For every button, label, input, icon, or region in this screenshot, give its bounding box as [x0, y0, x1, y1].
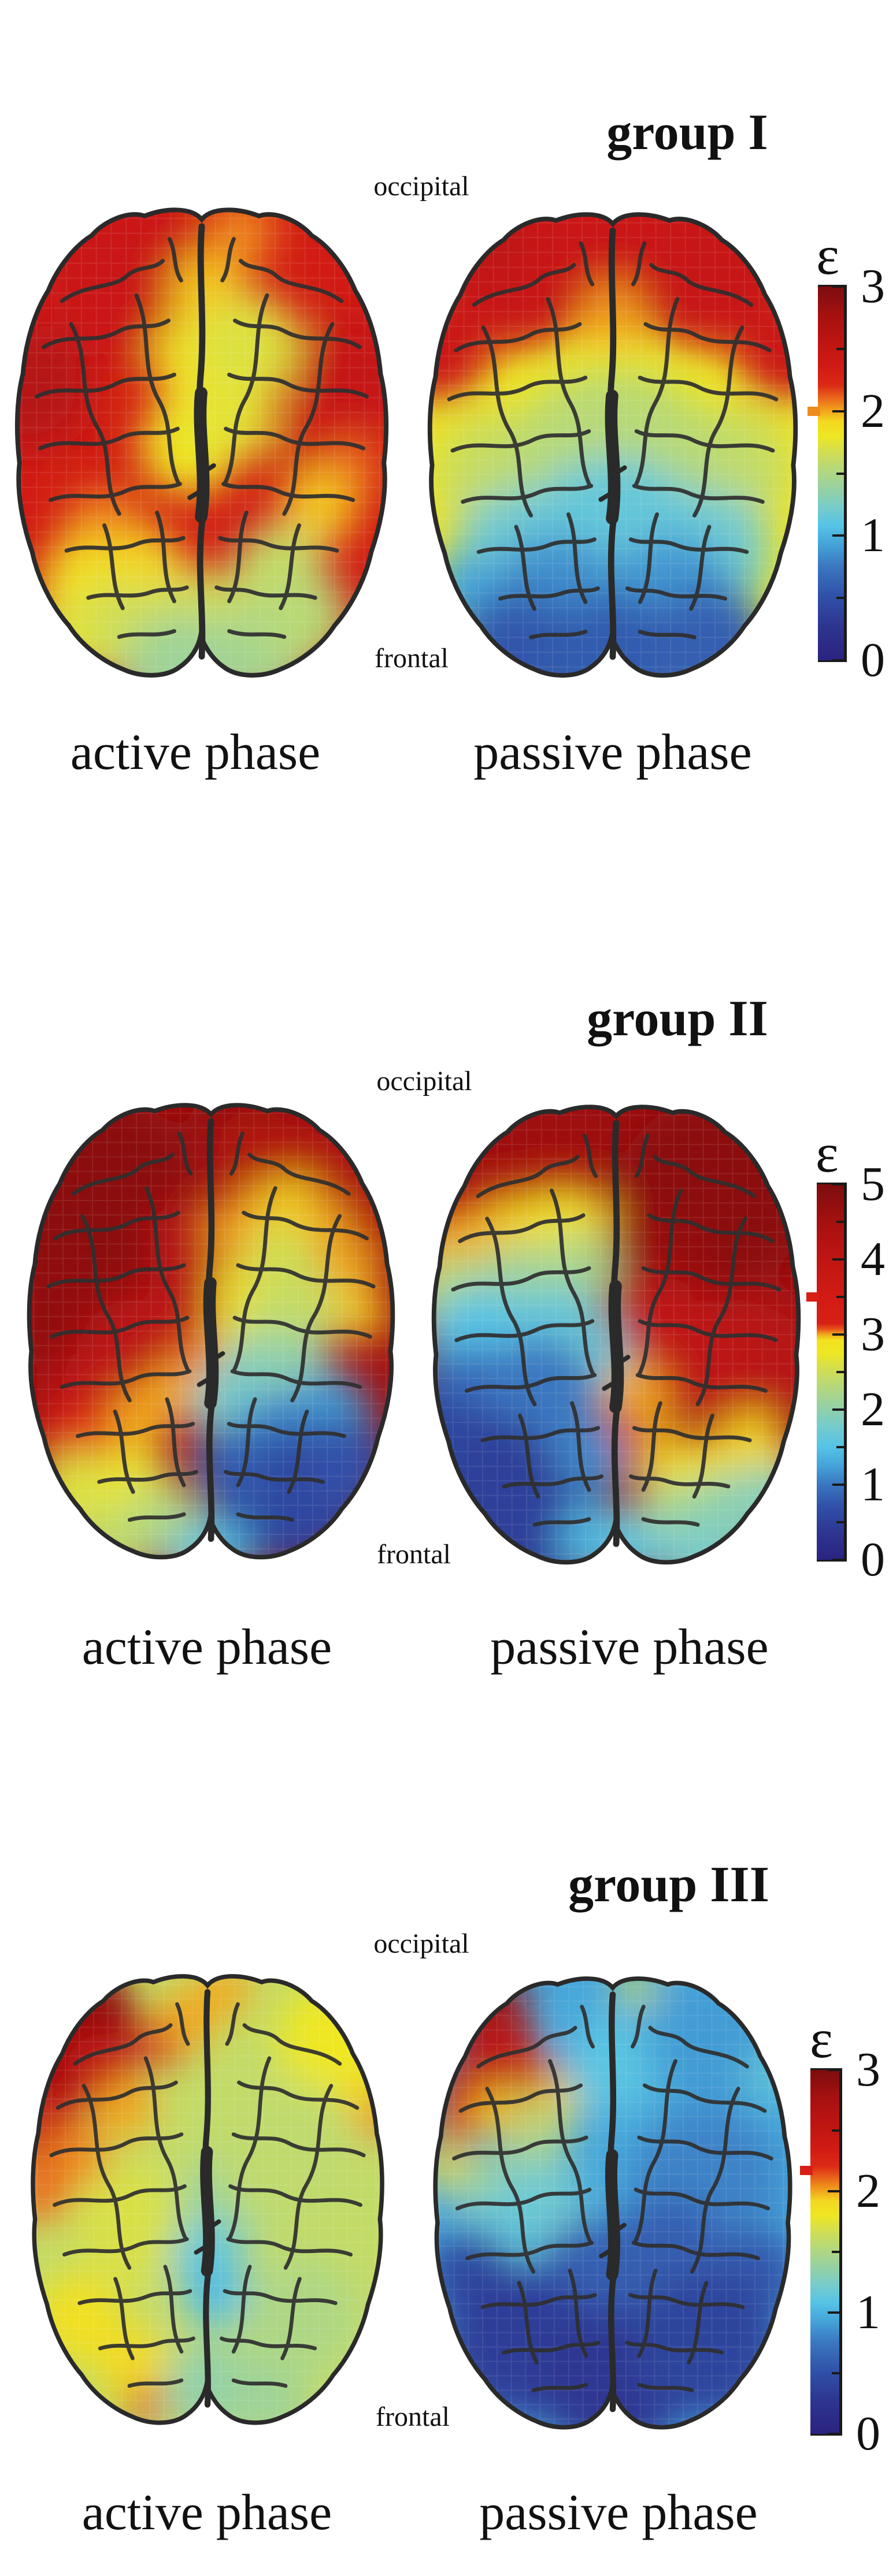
colorbar-major-tick: [828, 2190, 839, 2192]
colorbar-tick-label: 3: [856, 2043, 880, 2097]
colorbar-tick-label: 2: [861, 384, 885, 438]
colorbar-major-tick: [828, 2069, 839, 2071]
colorbar-major-tick: [832, 1559, 844, 1561]
colorbar-tick-label: 3: [861, 1307, 885, 1361]
colorbar-major-tick: [832, 285, 844, 288]
colorbar-minor-tick: [836, 1221, 844, 1223]
colorbar-tick-label: 1: [861, 508, 885, 563]
occipital-label: occipital: [376, 1066, 472, 1096]
brain-heatmap-group-iii-passive: [425, 1972, 800, 2438]
colorbar-major-tick: [832, 1258, 844, 1261]
colorbar-tick-label: 2: [856, 2164, 880, 2218]
colorbar-major-tick: [832, 410, 844, 412]
caption-active-phase: active phase: [70, 724, 321, 780]
colorbar-major-tick: [828, 2311, 839, 2314]
colorbar-marker: [800, 2166, 813, 2176]
frontal-label: frontal: [377, 1539, 451, 1570]
panel-title: group I: [606, 105, 768, 161]
colorbar-minor-tick: [836, 1371, 844, 1373]
colorbar-tick-label: 0: [861, 1533, 885, 1586]
brain-svg: [427, 212, 798, 678]
colorbar-major-tick: [832, 1408, 844, 1411]
caption-passive-phase: passive phase: [473, 724, 752, 780]
colorbar-minor-tick: [836, 1521, 844, 1523]
colorbar-tick-label: 4: [861, 1232, 885, 1286]
frontal-label: frontal: [375, 643, 449, 674]
colorbar-tick-label: 3: [861, 259, 885, 313]
colorbar-minor-tick: [836, 1446, 844, 1448]
frontal-label: frontal: [376, 2402, 450, 2432]
brain-svg: [14, 207, 389, 678]
brain-heatmap-group-ii-passive: [424, 1101, 809, 1573]
occipital-label: occipital: [373, 171, 469, 202]
caption-active-phase: active phase: [82, 2485, 332, 2541]
epsilon-label: ε: [810, 2008, 833, 2069]
brain-heatmap-group-iii-active: [23, 1970, 392, 2433]
brain-svg: [433, 1976, 792, 2430]
colorbar-minor-tick: [836, 472, 844, 475]
occipital-label: occipital: [373, 1928, 469, 1959]
colorbar-tick-label: 0: [861, 633, 885, 687]
colorbar-minor-tick: [836, 1296, 844, 1298]
colorbar-tick-label: 1: [861, 1458, 885, 1511]
brain-heatmap-group-i-active: [7, 203, 397, 686]
colorbar-minor-tick: [832, 2251, 839, 2253]
colorbar-tick-label: 0: [856, 2407, 880, 2460]
colorbar-major-tick: [832, 1333, 844, 1336]
colorbar-tick-label: 1: [856, 2285, 880, 2339]
colorbar-minor-tick: [832, 2372, 839, 2374]
brain-svg: [31, 1974, 384, 2425]
brain-svg: [27, 1103, 395, 1560]
panel-title: group II: [587, 991, 768, 1047]
colorbar-major-tick: [832, 659, 844, 661]
colorbar-major-tick: [832, 1183, 844, 1185]
colorbar-marker: [807, 406, 820, 416]
colorbar-minor-tick: [836, 347, 844, 350]
colorbar-major-tick: [832, 1484, 844, 1486]
caption-active-phase: active phase: [82, 1619, 332, 1675]
caption-passive-phase: passive phase: [490, 1619, 769, 1675]
brain-heatmap-group-ii-active: [19, 1099, 403, 1568]
colorbar-tick-label: 5: [861, 1157, 885, 1211]
colorbar-major-tick: [828, 2433, 839, 2435]
panel-title: group III: [568, 1857, 770, 1913]
caption-passive-phase: passive phase: [479, 2485, 758, 2541]
brain-heatmap-group-i-passive: [420, 208, 806, 686]
colorbar-minor-tick: [832, 2129, 839, 2132]
colorbar-minor-tick: [836, 597, 844, 600]
colorbar-tick-label: 2: [861, 1382, 885, 1436]
colorbar-marker: [806, 1292, 819, 1302]
colorbar-major-tick: [832, 534, 844, 537]
brain-svg: [431, 1105, 801, 1565]
